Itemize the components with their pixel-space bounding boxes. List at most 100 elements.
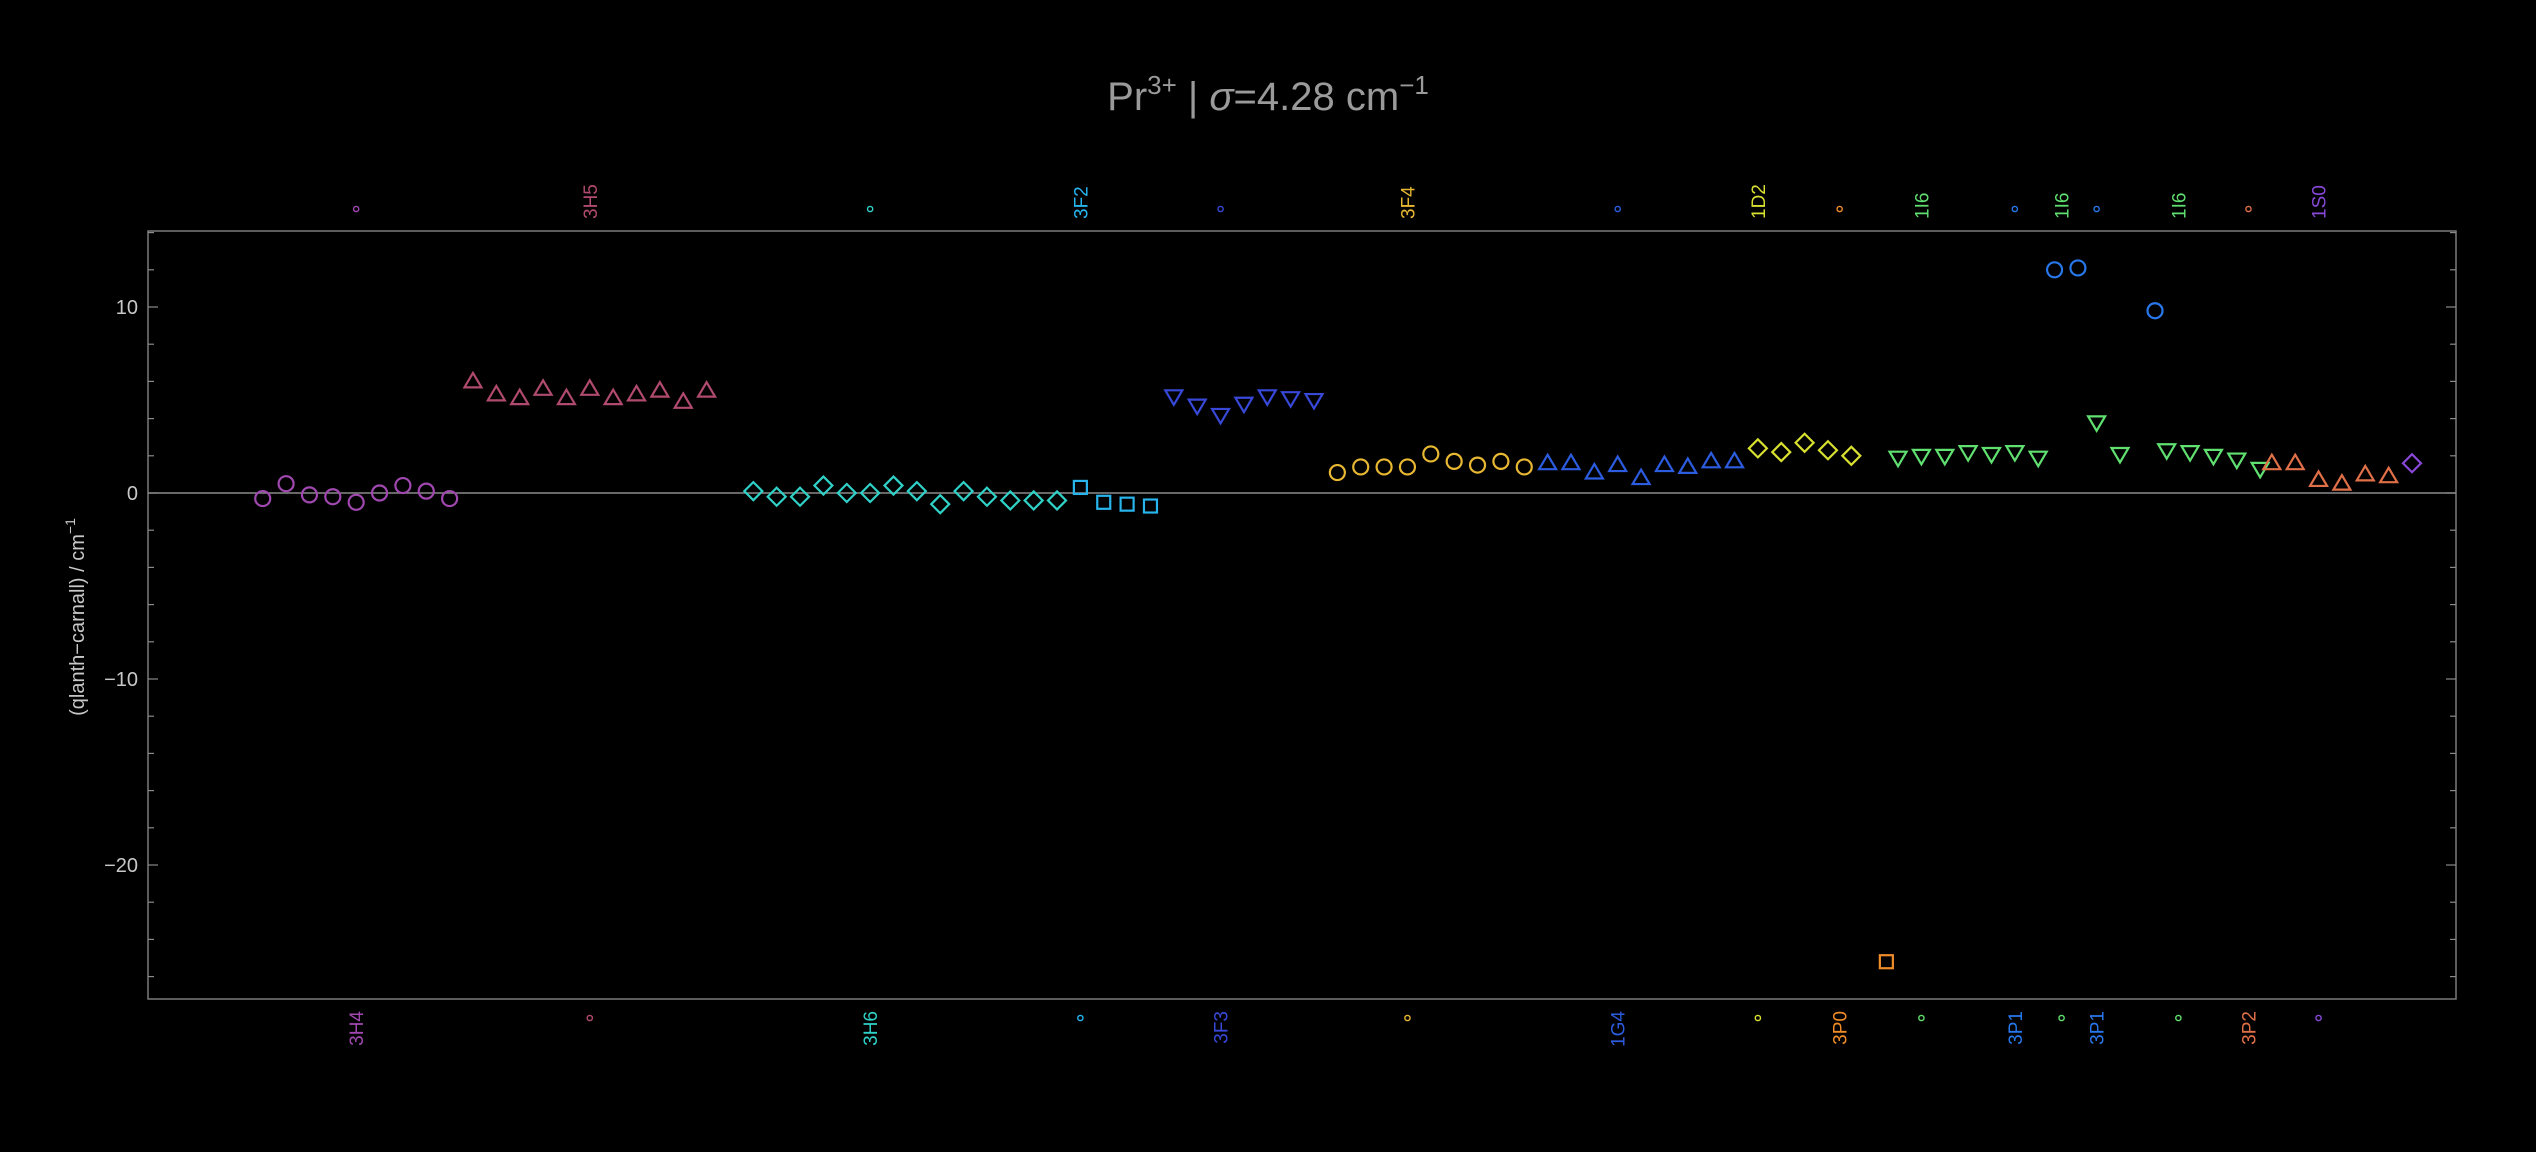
y-tick-label: −10	[104, 669, 138, 691]
plot-area	[147, 230, 2457, 1000]
data-point-3h6	[836, 482, 858, 504]
data-point-3f4	[1375, 458, 1393, 476]
data-point-1i6	[2179, 445, 2201, 463]
chart-title: Pr3+ | σ=4.28 cm−1	[1107, 70, 1429, 119]
data-points	[254, 259, 2423, 970]
data-point-1i6	[1957, 445, 1979, 463]
data-point-3h5	[556, 387, 577, 406]
bottom-state-label: 3F3	[1212, 1011, 1233, 1044]
data-point-3h6	[953, 480, 975, 502]
data-point-3h4	[370, 484, 389, 502]
data-point-3h6	[789, 486, 811, 508]
data-point-3h5	[462, 370, 484, 389]
data-point-3h5	[579, 378, 601, 396]
top-state-dot	[352, 205, 360, 213]
data-point-3h4	[417, 482, 435, 500]
data-point-3f2	[1072, 479, 1088, 496]
data-point-3h4	[254, 489, 272, 508]
bottom-state-labels: 3H4 3H6 3F3 1G4 3P0 3P1 3P1 3P2	[347, 1011, 2322, 1047]
data-point-3h6	[929, 493, 951, 515]
data-point-3f3	[1233, 396, 1255, 415]
data-point-3h5	[485, 383, 507, 402]
data-point-1g4	[1677, 456, 1699, 475]
data-point-3h4	[324, 488, 342, 506]
data-point-3f4	[1398, 458, 1417, 476]
bottom-state-dot	[1918, 1014, 1925, 1022]
top-state-label: 1S0	[2310, 185, 2331, 219]
data-point-1g4	[1630, 467, 1652, 486]
data-point-3p1	[2146, 302, 2164, 320]
bottom-state-dot	[1754, 1014, 1762, 1022]
data-point-3h6	[1046, 489, 1068, 511]
data-point-1i6	[2086, 415, 2108, 433]
bottom-state-label: 1G4	[1609, 1011, 1630, 1047]
data-point-3h5	[626, 383, 647, 402]
data-point-3h4	[347, 493, 365, 511]
data-point-3p0	[1878, 954, 1894, 970]
data-point-3f4	[1422, 445, 1440, 463]
data-point-3h6	[882, 475, 905, 497]
y-tick-label: 0	[127, 483, 138, 505]
title-sigma-symbol: σ	[1209, 75, 1235, 119]
top-state-label: 3F4	[1398, 186, 1419, 219]
data-point-1d2	[1747, 437, 1769, 459]
chart-title-text: Pr3+ | σ=4.28 cm−1	[1107, 70, 1429, 119]
data-point-1g4	[1724, 450, 1745, 469]
data-point-3f4	[1445, 452, 1463, 470]
data-point-1d2	[1840, 445, 1862, 467]
data-point-3p1	[2069, 259, 2087, 277]
data-point-3h6	[1023, 489, 1045, 511]
y-tick-label: −20	[104, 855, 138, 877]
data-point-3f4	[1468, 456, 1487, 474]
data-point-3h6	[812, 475, 834, 497]
data-point-3h4	[394, 476, 412, 495]
data-point-3f3	[1303, 392, 1325, 411]
data-point-3p2	[2378, 465, 2400, 484]
data-point-1i6	[1910, 448, 1932, 467]
data-point-3f2	[1096, 494, 1112, 510]
data-point-3h5	[532, 378, 554, 396]
top-state-label: 3H5	[581, 184, 602, 219]
y-axis-label-text: (qlanth−carnall) / cm−1	[62, 518, 89, 716]
data-point-3h6	[859, 482, 881, 504]
data-point-3f4	[1492, 452, 1510, 470]
data-point-1i6	[2004, 445, 2026, 463]
title-ion: Pr	[1107, 75, 1147, 119]
data-point-3h6	[976, 486, 998, 508]
data-point-1g4	[1654, 454, 1675, 473]
data-point-3f4	[1328, 463, 1346, 482]
top-state-label: 3F2	[1071, 186, 1092, 219]
bottom-state-label: 3H4	[347, 1011, 368, 1046]
bottom-state-label: 3P1	[2006, 1011, 2027, 1045]
data-point-3p1	[2045, 261, 2064, 279]
top-state-dot	[1217, 205, 1224, 213]
data-point-3f3	[1210, 407, 1231, 426]
data-point-3f3	[1256, 389, 1278, 407]
data-point-3h4	[441, 489, 459, 508]
y-axis-label-exponent: −1	[62, 518, 78, 534]
data-point-3f2	[1142, 498, 1159, 514]
data-point-3h5	[649, 380, 671, 398]
data-point-1i6	[2156, 443, 2178, 461]
data-point-3h4	[277, 475, 295, 493]
title-charge: 3+	[1147, 70, 1177, 100]
data-point-1i6	[2226, 452, 2248, 471]
top-state-label: 1I6	[1912, 193, 1933, 219]
bottom-state-dot	[1077, 1014, 1084, 1022]
data-point-1i6	[1887, 450, 1909, 469]
top-state-dot	[1614, 205, 1622, 213]
top-state-label: 1I6	[2053, 193, 2074, 219]
data-point-1d2	[1770, 441, 1792, 463]
data-point-3p2	[2308, 469, 2329, 488]
plot-frame	[147, 230, 2457, 1000]
bottom-state-label: 3P1	[2088, 1011, 2109, 1045]
bottom-state-dot	[586, 1014, 594, 1022]
top-state-labels: 3H5 3F2 3F4 1D2 1I6 1I6 1I6 1S0	[352, 184, 2331, 219]
data-point-3h5	[602, 387, 624, 406]
data-point-1d2	[1794, 432, 1816, 454]
data-point-3h6	[766, 486, 788, 508]
data-point-3p2	[2354, 463, 2376, 482]
top-state-label: 1D2	[1749, 184, 1770, 219]
data-point-3p2	[2331, 473, 2353, 491]
